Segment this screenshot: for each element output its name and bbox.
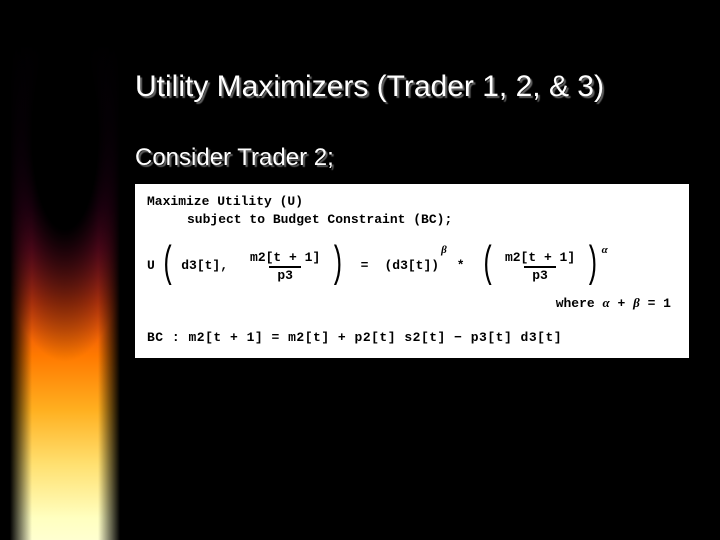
right-paren-icon: ) bbox=[330, 245, 345, 285]
where-plus: + bbox=[610, 296, 633, 311]
utility-arg1: d3[t], bbox=[181, 258, 228, 274]
fraction-numerator: m2[t + 1] bbox=[246, 251, 324, 266]
where-eq: = 1 bbox=[640, 296, 671, 311]
rhs-term1-exponent: β bbox=[441, 244, 447, 258]
slide-title: Utility Maximizers (Trader 1, 2, & 3) bbox=[135, 70, 680, 104]
where-prefix: where bbox=[556, 296, 603, 311]
utility-symbol: U bbox=[147, 258, 155, 274]
rhs-term2-fraction: m2[t + 1] p3 bbox=[501, 251, 579, 282]
slide-subtitle: Consider Trader 2; bbox=[135, 144, 680, 172]
budget-constraint: BC : m2[t + 1] = m2[t] + p2[t] s2[t] − p… bbox=[147, 330, 677, 346]
math-objective-line1: Maximize Utility (U) bbox=[147, 194, 677, 210]
rhs-term2-exponent: α bbox=[602, 244, 608, 258]
fraction-denominator: p3 bbox=[269, 266, 301, 283]
slide: Utility Maximizers (Trader 1, 2, & 3) Co… bbox=[0, 0, 720, 540]
left-paren2-icon: ( bbox=[480, 245, 495, 285]
fraction2-denominator: p3 bbox=[524, 266, 556, 283]
math-objective-line2: subject to Budget Constraint (BC); bbox=[187, 212, 677, 228]
left-gradient-bar bbox=[10, 0, 120, 540]
utility-equation: U ( d3[t], m2[t + 1] p3 ) = (d3[t]) β * … bbox=[147, 247, 677, 287]
left-paren-icon: ( bbox=[161, 245, 176, 285]
fraction2-numerator: m2[t + 1] bbox=[501, 251, 579, 266]
multiply-star: * bbox=[457, 258, 465, 274]
math-box: Maximize Utility (U) subject to Budget C… bbox=[135, 184, 689, 358]
slide-content: Utility Maximizers (Trader 1, 2, & 3) Co… bbox=[135, 70, 680, 358]
utility-arg2-fraction: m2[t + 1] p3 bbox=[246, 251, 324, 282]
equals-sign: = bbox=[361, 258, 369, 274]
where-alpha: α bbox=[603, 295, 610, 310]
where-clause: where α + β = 1 bbox=[147, 295, 677, 312]
right-paren2-icon: ) bbox=[585, 245, 600, 285]
rhs-term1-base: (d3[t]) bbox=[384, 258, 439, 274]
where-beta: β bbox=[633, 295, 640, 310]
